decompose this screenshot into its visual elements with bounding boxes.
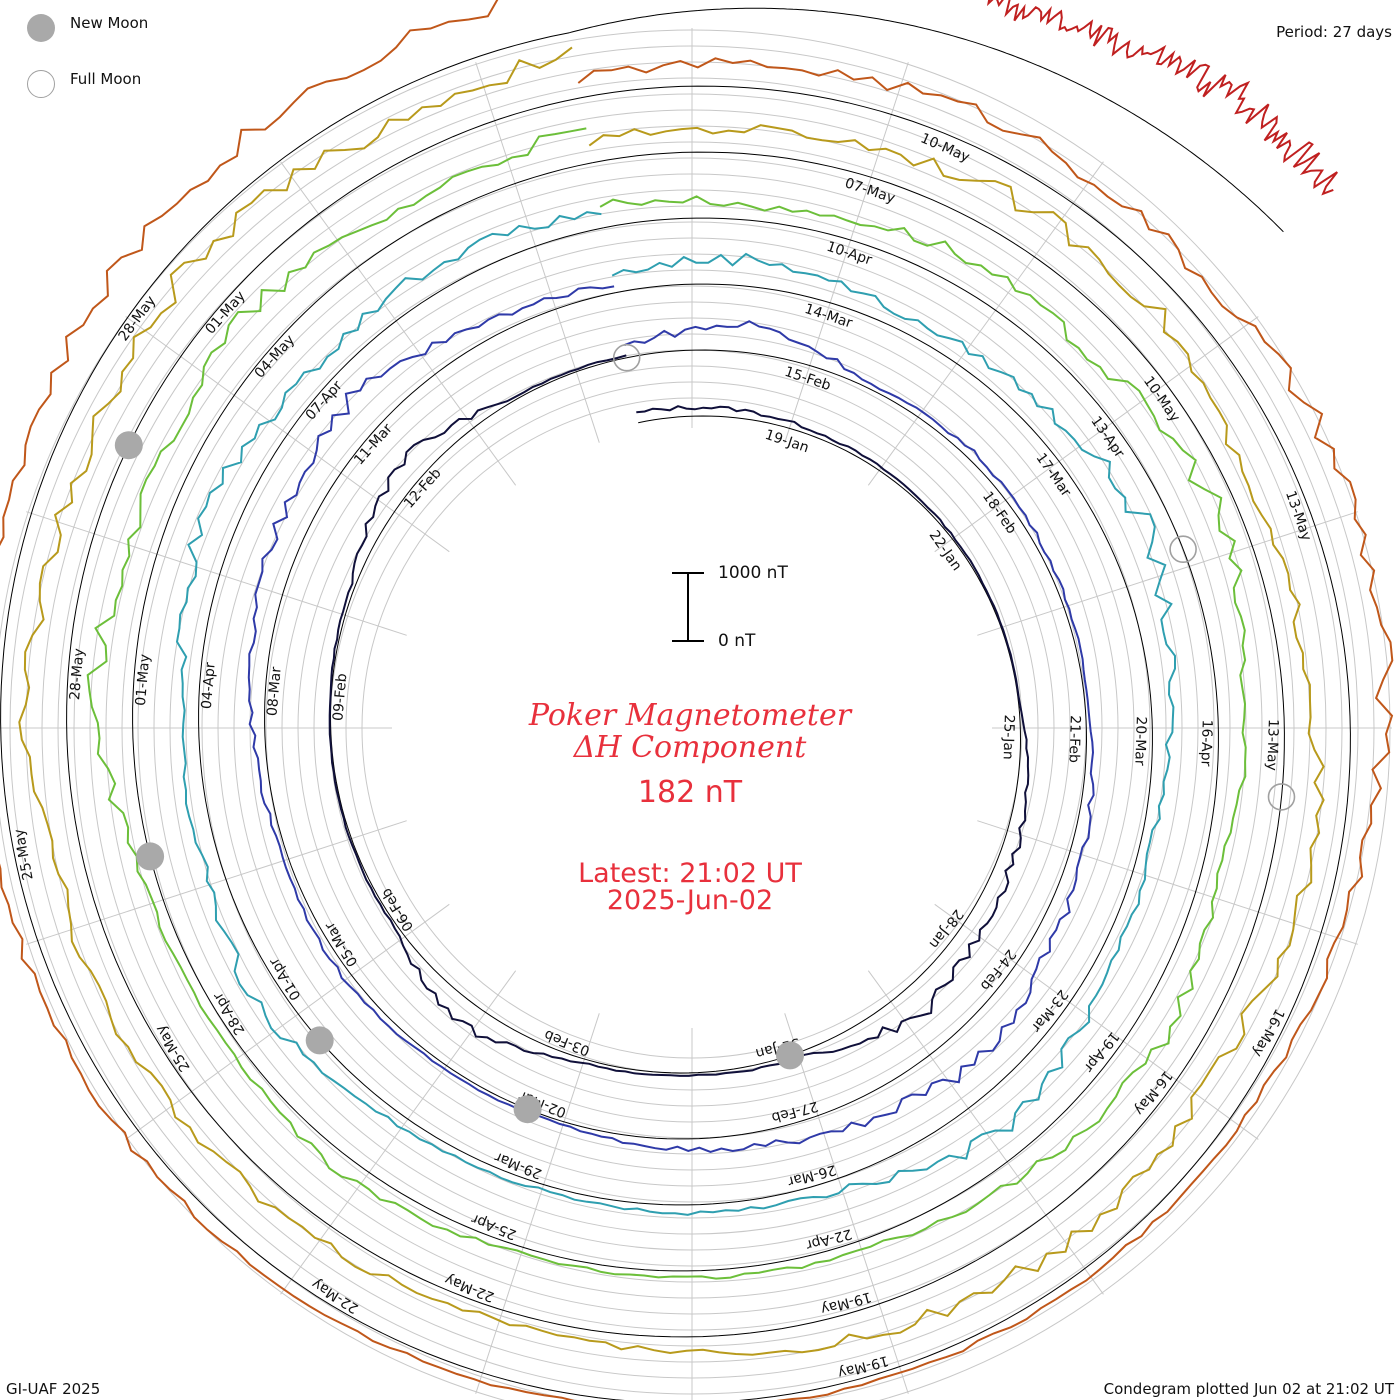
date-label: 01-May bbox=[133, 653, 153, 706]
date-label: 20-Mar bbox=[1131, 716, 1148, 766]
scale-bottom-label: 0 nT bbox=[718, 631, 756, 651]
date-label: 22-May bbox=[443, 1271, 497, 1305]
date-label: 01-Apr bbox=[266, 954, 304, 1002]
date-label: 13-Apr bbox=[1087, 413, 1127, 461]
grid-spoke bbox=[475, 1013, 600, 1394]
grid-spoke bbox=[934, 903, 1259, 1140]
date-label: 11-Mar bbox=[351, 421, 396, 469]
new-moon-marker bbox=[776, 1041, 804, 1070]
chart-title: Poker Magnetometer bbox=[528, 698, 852, 733]
grid-spoke bbox=[784, 1013, 909, 1394]
grid-spoke bbox=[280, 970, 517, 1295]
new-moon-marker bbox=[114, 431, 143, 460]
date-label: 21-Feb bbox=[1066, 715, 1083, 763]
date-label: 13-May bbox=[1263, 719, 1281, 771]
date-label: 16-May bbox=[1131, 1067, 1176, 1118]
date-label: 25-May bbox=[11, 827, 36, 881]
grid-spoke bbox=[475, 62, 600, 443]
grid-spoke bbox=[867, 161, 1104, 486]
date-label: 28-Apr bbox=[210, 989, 248, 1037]
date-label: 19-May bbox=[836, 1352, 890, 1381]
latest-date: 2025-Jun-02 bbox=[606, 885, 774, 916]
full-moon-marker bbox=[1267, 783, 1296, 811]
baseline-turn-2 bbox=[198, 227, 1153, 1206]
credit-label: GI-UAF 2025 bbox=[6, 1380, 101, 1398]
series-line-4 bbox=[18, 46, 1325, 1356]
legend-full-moon-label: Full Moon bbox=[70, 70, 142, 88]
new-moon-marker bbox=[136, 842, 165, 871]
date-label: 18-Feb bbox=[979, 489, 1020, 537]
series-line-0 bbox=[328, 354, 1030, 1077]
baseline-turn-6 bbox=[569, 7, 1284, 233]
chart-subtitle: ΔH Component bbox=[573, 730, 807, 765]
full-moon-icon bbox=[27, 70, 55, 98]
grid-spoke bbox=[934, 316, 1259, 553]
series-line-3 bbox=[86, 127, 1247, 1280]
date-label: 17-Mar bbox=[1033, 450, 1075, 500]
grid-spoke bbox=[125, 903, 450, 1140]
date-label: 12-Feb bbox=[401, 465, 445, 511]
period-label: Period: 27 days bbox=[1276, 23, 1392, 41]
baseline-turn-5 bbox=[0, 32, 1351, 1400]
date-label: 16-Apr bbox=[1197, 719, 1214, 766]
grid-spoke bbox=[26, 820, 407, 945]
series-line-1 bbox=[247, 285, 1095, 1153]
series-line-6 bbox=[986, 0, 1338, 196]
full-moon-marker bbox=[1169, 535, 1197, 564]
baseline-turn-4 bbox=[66, 97, 1285, 1338]
date-label: 28-May bbox=[67, 648, 87, 701]
current-value: 182 nT bbox=[637, 775, 743, 810]
baseline-turn-3 bbox=[132, 162, 1219, 1272]
grid-spoke bbox=[784, 62, 909, 443]
baseline-turn-0 bbox=[329, 357, 1022, 1074]
grid-spoke bbox=[977, 820, 1358, 945]
date-label: 14-Mar bbox=[802, 301, 854, 332]
date-label: 25-Jan bbox=[1000, 714, 1017, 760]
series-line-2 bbox=[175, 211, 1176, 1216]
baseline-rings bbox=[0, 7, 1351, 1400]
latest-time: Latest: 21:02 UT bbox=[578, 858, 802, 889]
new-moon-icon bbox=[27, 14, 55, 42]
grid-spoke bbox=[26, 511, 407, 636]
legend-new-moon-label: New Moon bbox=[70, 14, 149, 32]
date-label: 04-Apr bbox=[199, 661, 219, 709]
date-label: 27-Feb bbox=[770, 1098, 820, 1126]
date-label: 07-Apr bbox=[303, 378, 346, 424]
scale-bar bbox=[672, 572, 704, 642]
date-label: 10-May bbox=[1140, 373, 1183, 425]
date-label: 23-Mar bbox=[1028, 986, 1071, 1035]
date-label: 08-Mar bbox=[264, 666, 284, 717]
baseline-turn-1 bbox=[264, 292, 1088, 1140]
grid-spoke bbox=[977, 511, 1358, 636]
grid-spoke bbox=[280, 161, 517, 486]
date-label: 09-Feb bbox=[330, 673, 350, 722]
date-label: 26-Mar bbox=[786, 1161, 838, 1189]
full-moon-marker bbox=[612, 343, 641, 372]
date-label: 19-May bbox=[819, 1288, 873, 1317]
date-label: 19-Jan bbox=[763, 427, 811, 456]
new-moon-marker bbox=[513, 1095, 542, 1124]
plotted-timestamp: Condegram plotted Jun 02 at 21:02 UT bbox=[1103, 1380, 1394, 1398]
new-moon-marker bbox=[305, 1026, 334, 1055]
moon-markers bbox=[114, 343, 1296, 1124]
scale-top-label: 1000 nT bbox=[718, 563, 788, 583]
